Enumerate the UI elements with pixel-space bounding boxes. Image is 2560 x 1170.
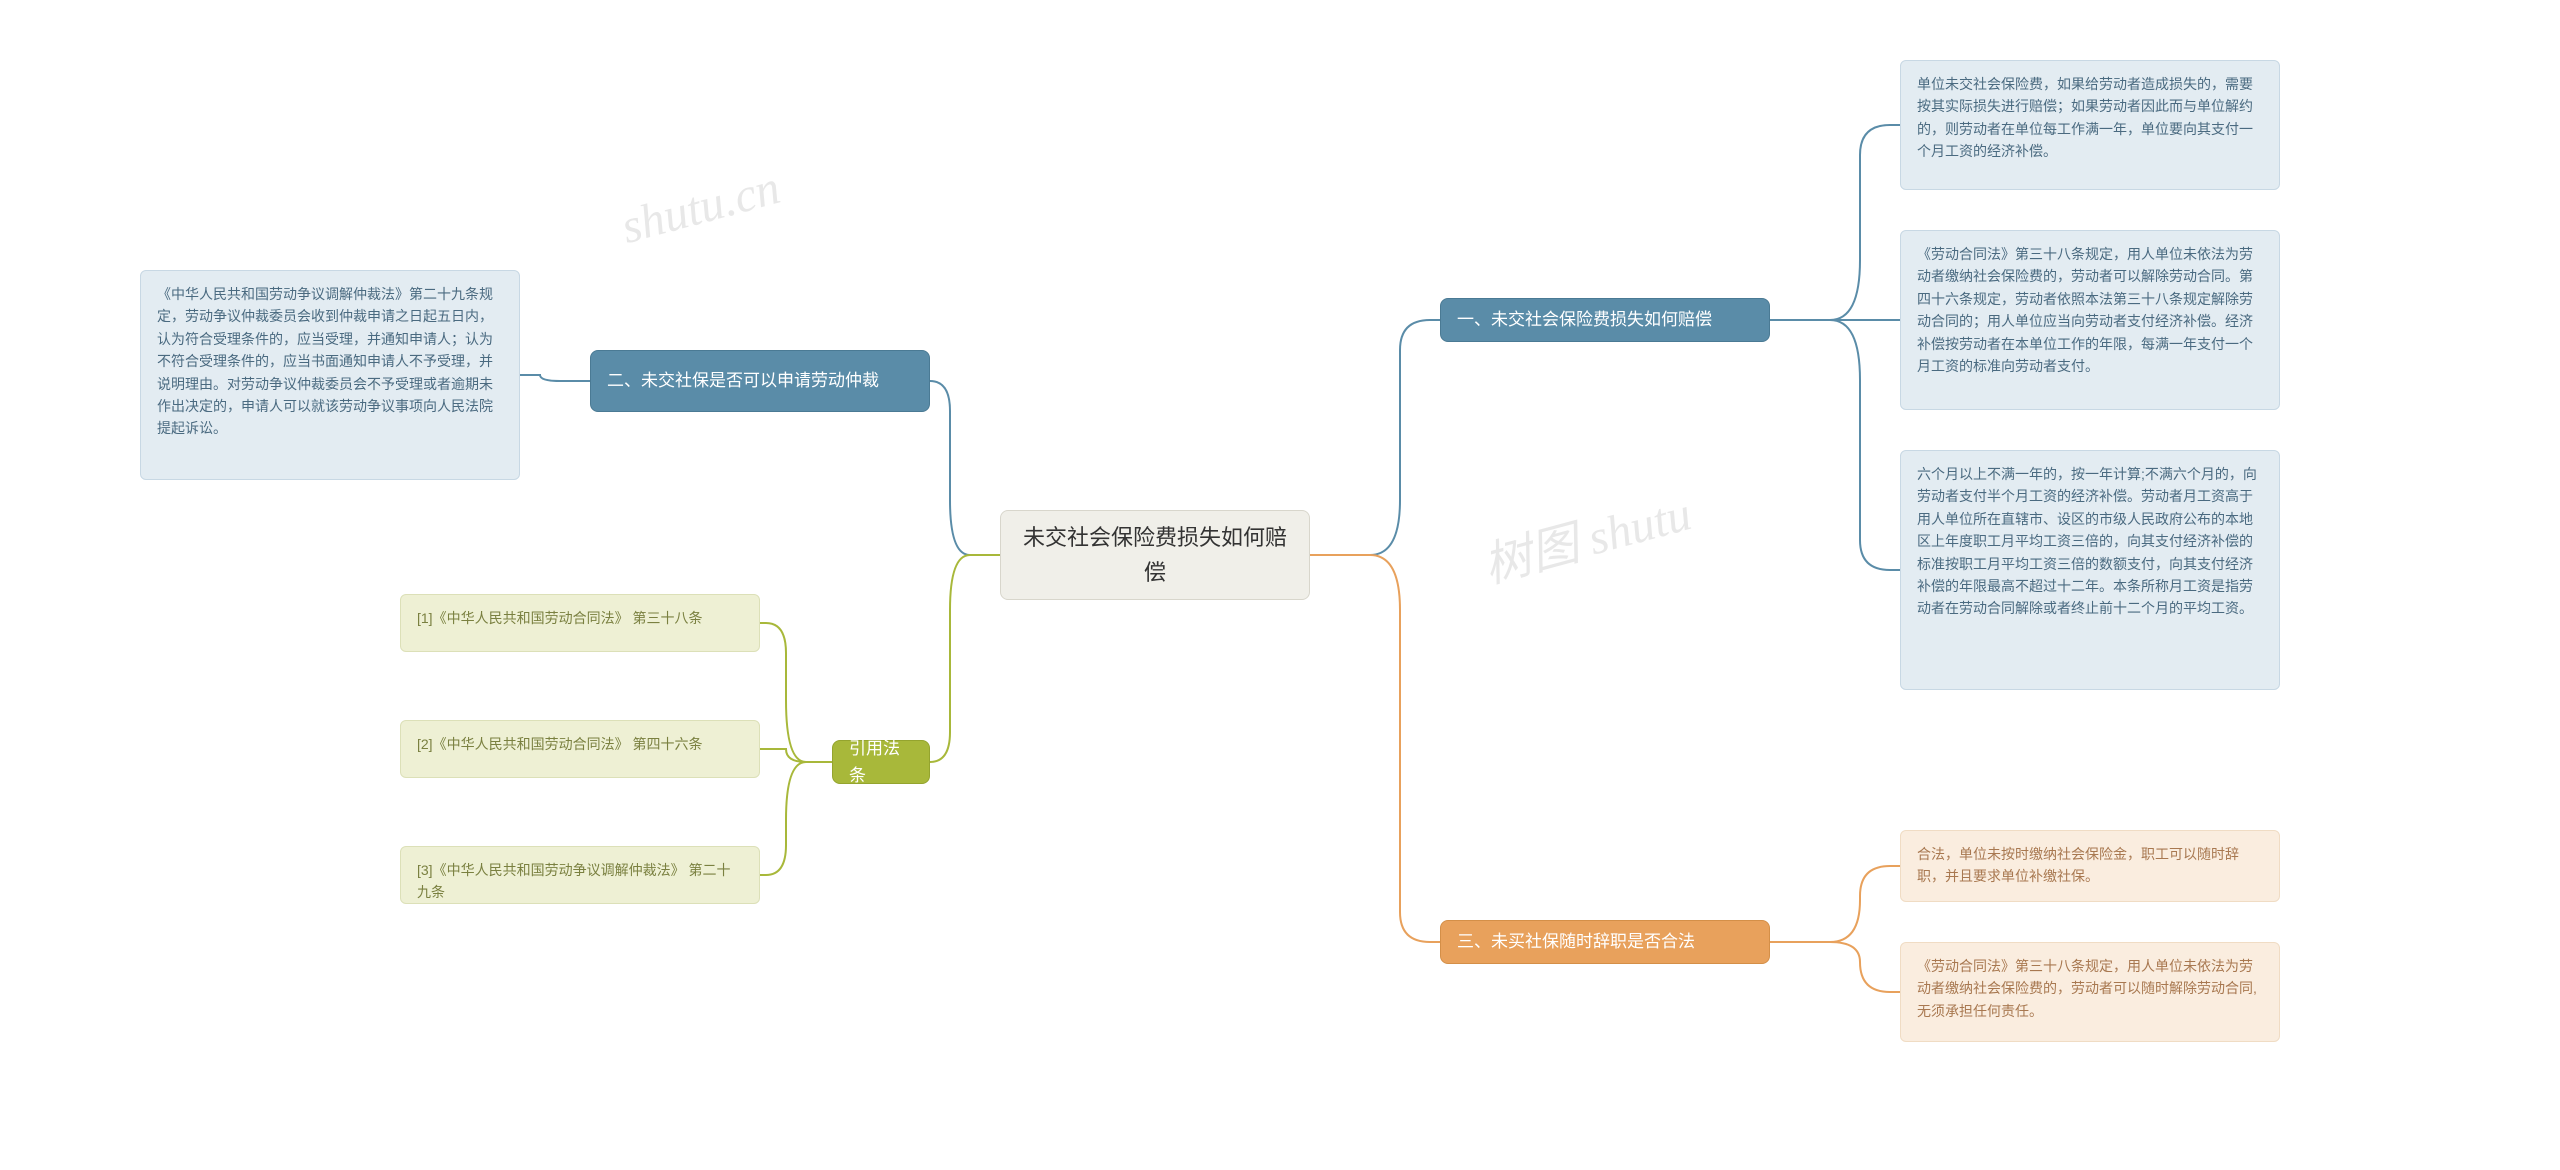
branch-4-label: 引用法条 <box>849 735 913 789</box>
branch-2-leaf-1: 《中华人民共和国劳动争议调解仲裁法》第二十九条规定，劳动争议仲裁委员会收到仲裁申… <box>140 270 520 480</box>
branch-1-label: 一、未交社会保险费损失如何赔偿 <box>1457 306 1712 333</box>
branch-4[interactable]: 引用法条 <box>832 740 930 784</box>
branch-3-label: 三、未买社保随时辞职是否合法 <box>1457 928 1695 955</box>
branch-1-leaf-2-text: 《劳动合同法》第三十八条规定，用人单位未依法为劳动者缴纳社会保险费的，劳动者可以… <box>1917 243 2263 377</box>
branch-1[interactable]: 一、未交社会保险费损失如何赔偿 <box>1440 298 1770 342</box>
branch-1-leaf-1: 单位未交社会保险费，如果给劳动者造成损失的，需要按其实际损失进行赔偿；如果劳动者… <box>1900 60 2280 190</box>
branch-2[interactable]: 二、未交社保是否可以申请劳动仲裁 <box>590 350 930 412</box>
branch-4-leaf-2: [2]《中华人民共和国劳动合同法》 第四十六条 <box>400 720 760 778</box>
branch-3-leaf-2-text: 《劳动合同法》第三十八条规定，用人单位未依法为劳动者缴纳社会保险费的，劳动者可以… <box>1917 955 2263 1022</box>
branch-4-leaf-2-text: [2]《中华人民共和国劳动合同法》 第四十六条 <box>417 733 702 755</box>
branch-2-leaf-1-text: 《中华人民共和国劳动争议调解仲裁法》第二十九条规定，劳动争议仲裁委员会收到仲裁申… <box>157 283 503 440</box>
branch-3-leaf-2: 《劳动合同法》第三十八条规定，用人单位未依法为劳动者缴纳社会保险费的，劳动者可以… <box>1900 942 2280 1042</box>
root-title: 未交社会保险费损失如何赔偿 <box>1017 520 1293 590</box>
watermark-1: shutu.cn <box>616 160 786 255</box>
branch-4-leaf-1-text: [1]《中华人民共和国劳动合同法》 第三十八条 <box>417 607 702 629</box>
branch-1-leaf-2: 《劳动合同法》第三十八条规定，用人单位未依法为劳动者缴纳社会保险费的，劳动者可以… <box>1900 230 2280 410</box>
root-node[interactable]: 未交社会保险费损失如何赔偿 <box>1000 510 1310 600</box>
branch-4-leaf-3-text: [3]《中华人民共和国劳动争议调解仲裁法》 第二十九条 <box>417 859 743 904</box>
branch-1-leaf-3-text: 六个月以上不满一年的，按一年计算;不满六个月的，向劳动者支付半个月工资的经济补偿… <box>1917 463 2263 620</box>
branch-1-leaf-1-text: 单位未交社会保险费，如果给劳动者造成损失的，需要按其实际损失进行赔偿；如果劳动者… <box>1917 73 2263 163</box>
watermark-2: 树图 shutu <box>1475 474 1698 596</box>
branch-2-label: 二、未交社保是否可以申请劳动仲裁 <box>607 367 879 394</box>
branch-4-leaf-1: [1]《中华人民共和国劳动合同法》 第三十八条 <box>400 594 760 652</box>
branch-4-leaf-3: [3]《中华人民共和国劳动争议调解仲裁法》 第二十九条 <box>400 846 760 904</box>
branch-3[interactable]: 三、未买社保随时辞职是否合法 <box>1440 920 1770 964</box>
branch-3-leaf-1-text: 合法，单位未按时缴纳社会保险金，职工可以随时辞职，并且要求单位补缴社保。 <box>1917 843 2263 888</box>
branch-3-leaf-1: 合法，单位未按时缴纳社会保险金，职工可以随时辞职，并且要求单位补缴社保。 <box>1900 830 2280 902</box>
branch-1-leaf-3: 六个月以上不满一年的，按一年计算;不满六个月的，向劳动者支付半个月工资的经济补偿… <box>1900 450 2280 690</box>
